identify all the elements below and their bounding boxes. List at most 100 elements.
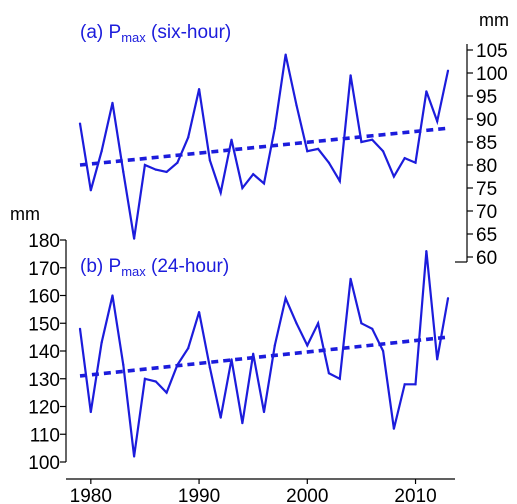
x-tick-label-1990: 1990 (178, 486, 220, 504)
panel-b: (b) Pmax (24-hour) mm 100 110 120 130 140 150… (10, 204, 455, 504)
panel-a-point-1998 (284, 53, 287, 56)
panel-b-point-1980 (89, 410, 92, 414)
panel-b-point-2002 (327, 372, 331, 375)
panel-a: (a) Pmax (six-hour) mm 60657075808590951… (78, 10, 509, 269)
x-tick-label-2010: 2010 (394, 486, 436, 504)
panel-a-y-tick-label-100: 100 (476, 64, 508, 85)
panel-a-point-2000 (306, 150, 309, 153)
panel-a-point-1986 (154, 168, 157, 171)
panel-b-point-1985 (143, 377, 147, 380)
panel-a-point-2011 (425, 90, 428, 93)
panel-a-point-2005 (360, 140, 363, 144)
panel-a-point-1996 (262, 182, 266, 185)
panel-b-point-1996 (262, 410, 266, 414)
panel-b-series-line (78, 250, 450, 457)
panel-a-y-tick-label-70: 70 (476, 202, 497, 223)
panel-a-point-2013 (446, 69, 450, 72)
panel-b-point-2004 (349, 277, 352, 280)
panel-b-point-2000 (306, 344, 309, 347)
panel-b-title: (b) Pmax (24-hour) (80, 256, 229, 279)
panel-a-title-suffix: (six-hour) (146, 22, 232, 43)
panel-b-point-2006 (371, 327, 374, 330)
panel-a-point-1990 (197, 88, 201, 91)
panel-a-point-2003 (338, 180, 341, 183)
panel-a-point-1995 (252, 173, 255, 176)
panel-a-point-2010 (414, 161, 417, 164)
panel-b-point-1994 (241, 422, 244, 425)
panel-b-point-1988 (176, 363, 179, 366)
panel-b-point-2013 (446, 297, 450, 300)
panel-a-y-tick-label-95: 95 (476, 87, 497, 108)
panel-b-title-subscript: max (121, 264, 146, 279)
panel-a-point-1989 (187, 136, 190, 139)
panel-b-x-ticks: 1980 1990 2000 2010 (70, 479, 437, 504)
panel-b-point-1998 (284, 297, 287, 300)
panel-a-point-1991 (208, 159, 211, 162)
panel-a-point-1981 (100, 150, 103, 153)
panel-a-y-tick-label-90: 90 (476, 110, 497, 131)
panel-b-y-tick-label-100: 100 (28, 453, 60, 474)
panel-b-y-ticks: 100 110 120 130 140 150 160 170 180 (28, 231, 66, 474)
x-tick-label-1980: 1980 (70, 486, 112, 504)
panel-b-point-1989 (187, 347, 190, 350)
panel-a-point-2006 (371, 138, 374, 141)
panel-a-point-1988 (176, 161, 179, 164)
panel-b-point-1983 (122, 363, 125, 366)
panel-b-point-1981 (100, 341, 103, 344)
panel-a-trend-line (79, 126, 449, 167)
panel-b-y-tick-label-110: 110 (30, 425, 60, 446)
panel-b-point-2003 (338, 377, 341, 380)
panel-b-point-2009 (403, 383, 406, 386)
panel-b-point-1984 (133, 455, 136, 458)
panel-b-point-1993 (230, 358, 233, 361)
panel-b-point-1997 (273, 344, 276, 347)
panel-b-point-1987 (165, 391, 168, 394)
panel-a-point-1992 (219, 191, 222, 194)
panel-a-y-tick-label-60: 60 (476, 248, 497, 269)
panel-b-y-tick-label-170: 170 (28, 259, 60, 280)
panel-b-y-tick-label-160: 160 (28, 287, 60, 308)
panel-a-point-1979 (78, 122, 82, 125)
panel-a-point-2001 (317, 147, 320, 150)
panel-a-title-subscript: max (121, 30, 146, 45)
panel-b-point-1995 (252, 352, 255, 355)
panel-b-unit-label: mm (10, 204, 40, 224)
panel-b-point-1990 (197, 311, 201, 314)
panel-a-point-1983 (122, 170, 125, 173)
panel-a-title: (a) Pmax (six-hour) (80, 22, 231, 45)
panel-b-point-1982 (111, 294, 114, 297)
panel-b-y-tick-label-130: 130 (28, 370, 60, 391)
panel-a-y-tick-label-65: 65 (476, 225, 497, 246)
panel-b-point-2001 (317, 322, 320, 325)
panel-a-point-1993 (230, 138, 233, 141)
panel-b-point-1999 (295, 322, 298, 325)
panel-a-y-tick-label-75: 75 (476, 179, 497, 200)
x-tick-label-2000: 2000 (286, 486, 328, 504)
panel-a-y-tick-label-105: 105 (476, 41, 508, 62)
panel-b-point-2011 (425, 250, 428, 253)
panel-a-point-2007 (381, 150, 385, 153)
panel-a-title-prefix: (a) P (80, 22, 121, 43)
panel-a-y-tick-label-80: 80 (476, 156, 497, 177)
panel-b-point-2010 (414, 383, 417, 386)
panel-a-point-2002 (327, 161, 331, 164)
panel-b-point-2012 (436, 358, 439, 361)
panel-b-y-tick-label-120: 120 (28, 398, 60, 419)
panel-b-point-2007 (381, 349, 385, 353)
panel-b-point-2005 (360, 322, 363, 325)
panel-b-title-suffix: (24-hour) (146, 256, 229, 277)
panel-a-point-2008 (392, 175, 395, 178)
panel-b-point-1991 (208, 366, 211, 369)
panel-b-point-1986 (154, 380, 157, 383)
panel-a-point-2009 (403, 157, 406, 160)
panel-b-point-2008 (392, 427, 395, 430)
panel-a-unit-label: mm (479, 10, 509, 30)
panel-a-point-2012 (436, 120, 439, 123)
panel-a-data-points (78, 53, 450, 240)
panel-a-point-1984 (133, 237, 136, 240)
panel-a-point-1980 (89, 189, 92, 192)
panel-b-data-points (78, 250, 450, 458)
panel-a-point-1987 (165, 170, 168, 173)
